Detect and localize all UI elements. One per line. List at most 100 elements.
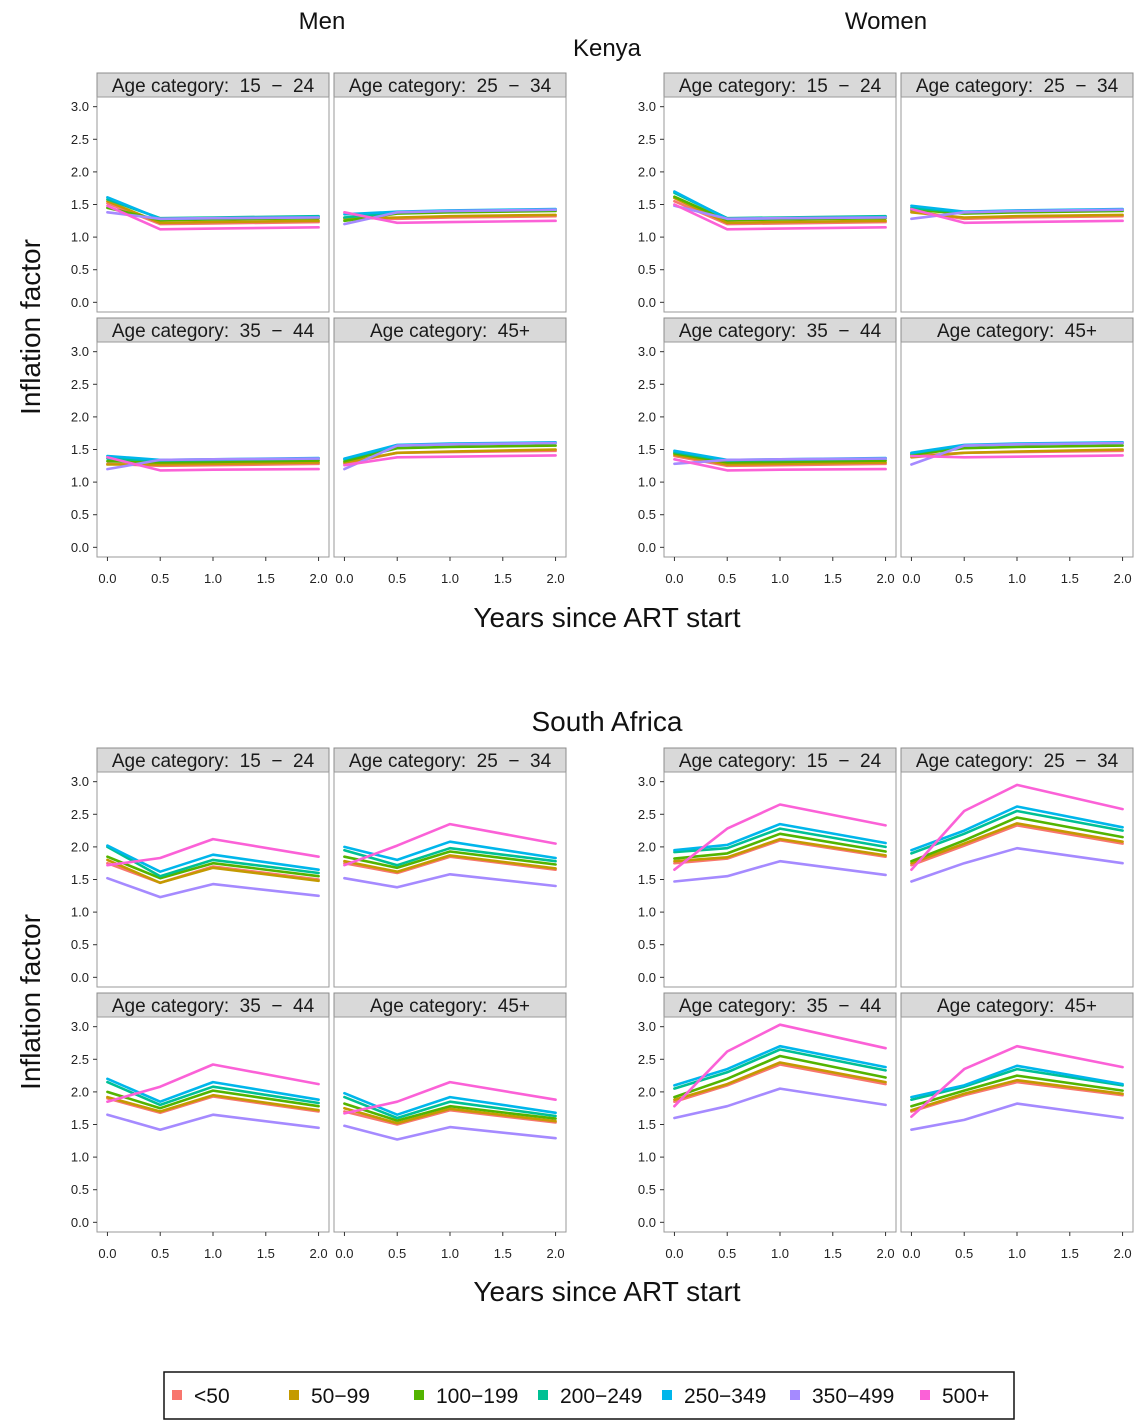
x-tick-label: 1.0: [441, 571, 459, 586]
series-line-6: [910, 783, 1124, 872]
series-line-2: [673, 832, 887, 860]
panel-title: Age category: 15 − 24: [112, 751, 315, 772]
x-tick-label: 2.0: [547, 571, 565, 586]
x-tick-label: 1.5: [824, 1246, 842, 1261]
panel-strip: [333, 747, 567, 773]
country-title: Kenya: [573, 35, 642, 62]
series-line-6: [673, 457, 887, 472]
series-line-5: [910, 846, 1124, 883]
series-line-2: [673, 452, 887, 464]
panel-frame: [333, 771, 567, 988]
y-tick-label: 3.0: [71, 1019, 89, 1034]
panel-frame: [663, 341, 897, 558]
x-tick-label: 2.0: [1114, 1246, 1132, 1261]
series-line-5: [106, 876, 320, 899]
x-tick-label: 2.0: [310, 571, 328, 586]
panel-title: Age category: 15 − 24: [679, 751, 882, 772]
series-line-5: [343, 441, 557, 471]
x-tick-label: 1.5: [1061, 1246, 1079, 1261]
panel-strip: [900, 992, 1134, 1018]
x-tick-label: 0.5: [955, 571, 973, 586]
series-line-1: [673, 196, 887, 225]
column-header-men: Men: [299, 8, 346, 35]
legend-swatch-1: [289, 1390, 299, 1400]
panel-title: Age category: 35 − 44: [679, 321, 882, 342]
panel-frame: [663, 1016, 897, 1233]
series-line-4: [343, 840, 557, 862]
panel-title: Age category: 25 − 34: [349, 76, 552, 97]
panel-kenya-women-2: Age category: 35 − 44 0.0 0.5 1.0 1.5 2.0 2.5 3…: [638, 317, 897, 586]
x-tick-label: 0.5: [718, 1246, 736, 1261]
y-axis-title: Inflation factor: [15, 914, 46, 1090]
x-tick-label: 1.5: [1061, 571, 1079, 586]
panel-kenya-men-2: Age category: 35 − 44 0.0 0.5 1.0 1.5 2.0 2.5 3…: [71, 317, 330, 586]
series-line-6: [673, 1023, 887, 1108]
y-tick-label: 1.5: [638, 442, 656, 457]
series-line-0: [673, 1063, 887, 1103]
series-line-6: [106, 204, 320, 231]
series-line-6: [673, 803, 887, 872]
series-line-1: [673, 453, 887, 466]
y-tick-label: 2.5: [638, 132, 656, 147]
series-line-1: [910, 1078, 1124, 1112]
panel-kenya-men-0: Age category: 15 − 24 0.0 0.5 1.0 1.5 2.0 2.5 3…: [71, 72, 330, 313]
y-tick-label: 0.5: [638, 262, 656, 277]
y-tick-label: 3.0: [71, 344, 89, 359]
panel-south-africa-women-2: Age category: 35 − 44 0.0 0.5 1.0 1.5 2.0 2.5 3…: [638, 992, 897, 1261]
legend-label-1: 50−99: [311, 1385, 370, 1408]
y-tick-label: 2.0: [71, 409, 89, 424]
legend-label-5: 350−499: [812, 1385, 894, 1408]
series-line-2: [343, 1102, 557, 1122]
y-tick-label: 0.0: [638, 970, 656, 985]
series-line-6: [343, 211, 557, 225]
series-line-2: [106, 855, 320, 880]
x-tick-label: 1.0: [771, 1246, 789, 1261]
legend-label-6: 500+: [942, 1385, 989, 1408]
series-line-6: [910, 207, 1124, 225]
panel-strip: [663, 992, 897, 1018]
x-tick-label: 2.0: [1114, 571, 1132, 586]
series-line-2: [910, 444, 1124, 457]
y-tick-label: 2.0: [638, 1084, 656, 1099]
legend-swatch-0: [172, 1390, 182, 1400]
series-line-2: [343, 850, 557, 870]
panel-south-africa-women-0: Age category: 15 − 24 0.0 0.5 1.0 1.5 2.0 2.5 3…: [638, 747, 897, 988]
y-tick-label: 1.5: [71, 197, 89, 212]
panel-frame: [900, 96, 1134, 313]
panel-strip: [96, 317, 330, 343]
y-tick-label: 2.0: [638, 839, 656, 854]
y-tick-label: 0.5: [71, 507, 89, 522]
series-line-4: [343, 1091, 557, 1116]
series-line-1: [343, 854, 557, 874]
series-line-1: [673, 1061, 887, 1101]
legend-box: [163, 1371, 1015, 1420]
y-tick-label: 1.0: [71, 1150, 89, 1165]
y-tick-label: 1.5: [638, 872, 656, 887]
series-line-2: [673, 1054, 887, 1099]
panel-strip: [96, 72, 330, 98]
x-tick-label: 0.0: [98, 571, 116, 586]
y-tick-label: 3.0: [71, 99, 89, 114]
series-line-5: [910, 441, 1124, 466]
y-tick-label: 1.0: [638, 1150, 656, 1165]
x-tick-label: 2.0: [877, 1246, 895, 1261]
panel-kenya-women-0: Age category: 15 − 24 0.0 0.5 1.0 1.5 2.0 2.5 3…: [638, 72, 897, 313]
y-tick-label: 1.5: [71, 1117, 89, 1132]
x-tick-label: 0.0: [98, 1246, 116, 1261]
panel-strip: [900, 317, 1134, 343]
legend-label-3: 200−249: [560, 1385, 642, 1408]
series-line-6: [910, 454, 1124, 459]
x-tick-label: 0.0: [902, 571, 920, 586]
legend-swatch-3: [538, 1390, 548, 1400]
y-tick-label: 2.5: [71, 132, 89, 147]
y-tick-label: 3.0: [71, 774, 89, 789]
y-tick-label: 3.0: [638, 344, 656, 359]
y-tick-label: 1.0: [71, 905, 89, 920]
x-tick-label: 1.5: [824, 571, 842, 586]
x-tick-label: 2.0: [877, 571, 895, 586]
panel-title: Age category: 25 − 34: [916, 76, 1119, 97]
series-line-1: [106, 1093, 320, 1113]
y-tick-label: 0.5: [71, 937, 89, 952]
x-tick-label: 1.0: [204, 1246, 222, 1261]
x-tick-label: 1.0: [1008, 571, 1026, 586]
